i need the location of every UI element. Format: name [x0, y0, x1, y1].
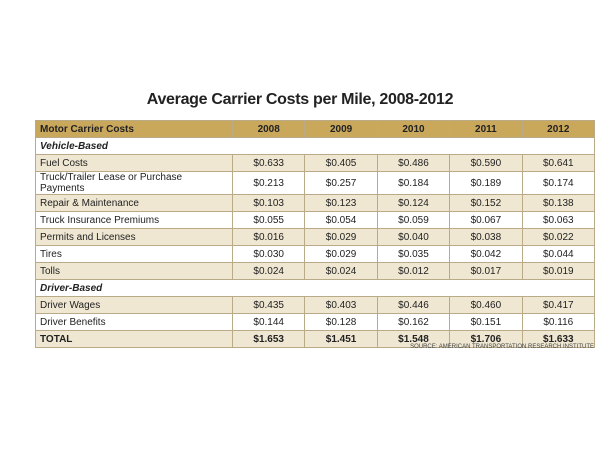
cell: $1.706 [449, 330, 523, 348]
cell: $0.016 [231, 228, 306, 246]
cell: $1.451 [304, 330, 378, 348]
cell: Permits and Licenses [35, 228, 233, 246]
cell: Driver-Based [35, 279, 595, 297]
cell: $0.035 [376, 245, 451, 263]
cell: $0.029 [304, 245, 378, 263]
cell: $0.213 [231, 171, 306, 195]
cell: $0.012 [376, 262, 451, 280]
cell: $0.124 [376, 194, 451, 212]
cell: $0.022 [521, 228, 596, 246]
cell: $0.405 [304, 154, 378, 172]
cell: $0.152 [449, 194, 523, 212]
data-row: Permits and Licenses $0.016 $0.029 $0.040 $0… [35, 228, 596, 246]
cell: $0.144 [231, 313, 306, 331]
cell: $0.590 [449, 154, 523, 172]
cell: $0.633 [231, 154, 306, 172]
cell: $0.059 [376, 211, 451, 229]
cell: $0.103 [231, 194, 306, 212]
cell: $0.138 [521, 194, 596, 212]
cell: $0.174 [521, 171, 596, 195]
header-row: Motor Carrier Costs 2008 2009 2010 2011 2012 [35, 120, 596, 138]
cell: 2012 [521, 120, 596, 138]
cell: $0.019 [521, 262, 596, 280]
cell: $0.042 [449, 245, 523, 263]
cell: $1.548 [376, 330, 451, 348]
cell: $0.403 [304, 296, 378, 314]
cell: $1.633 [521, 330, 596, 348]
data-row: Truck/Trailer Lease or Purchase Payments… [35, 171, 596, 195]
cell: $0.029 [304, 228, 378, 246]
data-row: Driver Wages $0.435 $0.403 $0.446 $0.460 $0.4… [35, 296, 596, 314]
cell: 2010 [376, 120, 451, 138]
cell: $0.486 [376, 154, 451, 172]
cell: $0.024 [304, 262, 378, 280]
cell: Repair & Maintenance [35, 194, 233, 212]
cell: Tolls [35, 262, 233, 280]
cost-table: Motor Carrier Costs 2008 2009 2010 2011 2012 V… [35, 120, 596, 348]
data-row: Tolls $0.024 $0.024 $0.012 $0.017 $0.019 [35, 262, 596, 280]
cell: $0.040 [376, 228, 451, 246]
cell: Truck/Trailer Lease or Purchase Payments [35, 171, 233, 195]
cell: $1.653 [231, 330, 306, 348]
cell: $0.030 [231, 245, 306, 263]
cell: Vehicle-Based [35, 137, 595, 155]
total-row: TOTAL $1.653 $1.451 $1.548 $1.706 $1.633 [35, 330, 596, 348]
cell: 2009 [304, 120, 378, 138]
cell: $0.257 [304, 171, 378, 195]
cell: 2008 [231, 120, 306, 138]
data-row: Driver Benefits $0.144 $0.128 $0.162 $0.151 $… [35, 313, 596, 331]
cell: $0.055 [231, 211, 306, 229]
cell: $0.184 [376, 171, 451, 195]
cell: $0.063 [521, 211, 596, 229]
data-row: Truck Insurance Premiums $0.055 $0.054 $0.0… [35, 211, 596, 229]
cell: $0.162 [376, 313, 451, 331]
source-note: SOURCE: AMERICAN TRANSPORTATION RESEARCH… [410, 344, 594, 350]
cell: Motor Carrier Costs [35, 120, 233, 138]
cell: $0.067 [449, 211, 523, 229]
cell: $0.024 [231, 262, 306, 280]
data-row: Tires $0.030 $0.029 $0.035 $0.042 $0.044 [35, 245, 596, 263]
data-row: Repair & Maintenance $0.103 $0.123 $0.124 $0… [35, 194, 596, 212]
cell: 2011 [449, 120, 523, 138]
cell: Fuel Costs [35, 154, 233, 172]
cell: $0.054 [304, 211, 378, 229]
cell: $0.044 [521, 245, 596, 263]
section-row: Driver-Based [35, 279, 595, 297]
cell: Truck Insurance Premiums [35, 211, 233, 229]
cell: $0.017 [449, 262, 523, 280]
cell: Driver Benefits [35, 313, 233, 331]
cell: $0.435 [231, 296, 306, 314]
cell: $0.116 [521, 313, 596, 331]
cell: $0.446 [376, 296, 451, 314]
title: Average Carrier Costs per Mile, 2008-201… [146, 91, 454, 108]
cell: TOTAL [35, 330, 233, 348]
cell: Tires [35, 245, 233, 263]
cell: $0.460 [449, 296, 523, 314]
cell: Driver Wages [35, 296, 233, 314]
cell: $0.189 [449, 171, 523, 195]
cell: $0.123 [304, 194, 378, 212]
section-row: Vehicle-Based [35, 137, 595, 155]
cell: $0.038 [449, 228, 523, 246]
cell: $0.128 [304, 313, 378, 331]
data-row: Fuel Costs $0.633 $0.405 $0.486 $0.590 $0.641 [35, 154, 596, 172]
cell: $0.417 [521, 296, 596, 314]
cell: $0.641 [521, 154, 596, 172]
cell: $0.151 [449, 313, 523, 331]
